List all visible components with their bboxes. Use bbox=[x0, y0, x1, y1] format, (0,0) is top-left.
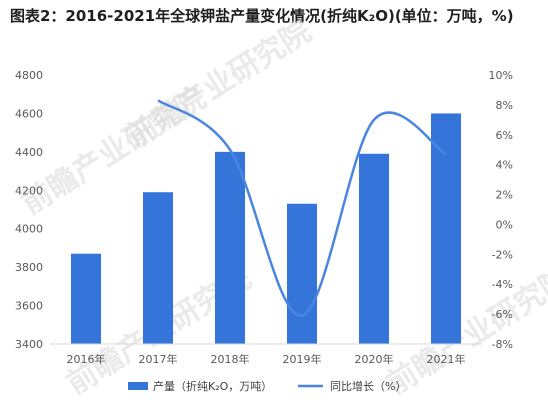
left-axis-ticks: 4800 4600 4400 4200 4000 3800 3600 3400 bbox=[15, 69, 43, 351]
left-tick-label: 4600 bbox=[15, 107, 43, 120]
left-tick-label: 4400 bbox=[15, 146, 43, 159]
x-tick-label: 2021年 bbox=[427, 352, 466, 366]
watermark-2: 前瞻产业研究院 bbox=[121, 14, 318, 155]
left-tick-label: 3600 bbox=[15, 300, 43, 313]
legend: 产量（折纯K₂O，万吨） 同比增长（%） bbox=[128, 379, 406, 393]
left-tick-label: 4200 bbox=[15, 184, 43, 197]
x-tick-label: 2019年 bbox=[283, 352, 322, 366]
bar bbox=[359, 153, 389, 344]
right-tick-label: -2% bbox=[492, 248, 513, 261]
left-tick-label: 3800 bbox=[15, 261, 43, 274]
right-tick-label: 8% bbox=[496, 99, 513, 112]
bar bbox=[431, 113, 461, 344]
bar bbox=[143, 192, 173, 344]
bar bbox=[287, 203, 317, 344]
legend-line-label: 同比增长（%） bbox=[330, 379, 406, 393]
right-tick-label: 6% bbox=[496, 129, 513, 142]
x-axis-labels: 2016年 2017年 2018年 2019年 2020年 2021年 bbox=[67, 352, 466, 366]
left-tick-label: 3400 bbox=[15, 338, 43, 351]
x-tick-label: 2018年 bbox=[211, 352, 250, 366]
left-tick-label: 4000 bbox=[15, 223, 43, 236]
right-tick-label: 2% bbox=[496, 189, 513, 202]
right-tick-label: -4% bbox=[492, 278, 513, 291]
x-tick-label: 2016年 bbox=[67, 352, 106, 366]
right-axis-ticks: 10% 8% 6% 4% 2% 0% -2% -4% -6% -8% bbox=[489, 69, 513, 351]
x-tick-label: 2020年 bbox=[355, 352, 394, 366]
right-tick-label: 10% bbox=[489, 69, 513, 82]
right-tick-label: -6% bbox=[492, 308, 513, 321]
growth-line bbox=[157, 99, 447, 317]
right-tick-label: 0% bbox=[496, 218, 513, 231]
left-tick-label: 4800 bbox=[15, 69, 43, 82]
bar bbox=[215, 151, 245, 344]
legend-bar-label: 产量（折纯K₂O，万吨） bbox=[153, 379, 272, 393]
right-tick-label: -8% bbox=[492, 338, 513, 351]
bar-series bbox=[71, 113, 461, 344]
legend-bar-swatch bbox=[128, 382, 148, 390]
right-tick-label: 4% bbox=[496, 159, 513, 172]
chart-title: 图表2：2016-2021年全球钾盐产量变化情况(折纯K₂O)(单位：万吨，%) bbox=[10, 7, 514, 25]
bar bbox=[71, 253, 101, 344]
x-tick-label: 2017年 bbox=[139, 352, 178, 366]
